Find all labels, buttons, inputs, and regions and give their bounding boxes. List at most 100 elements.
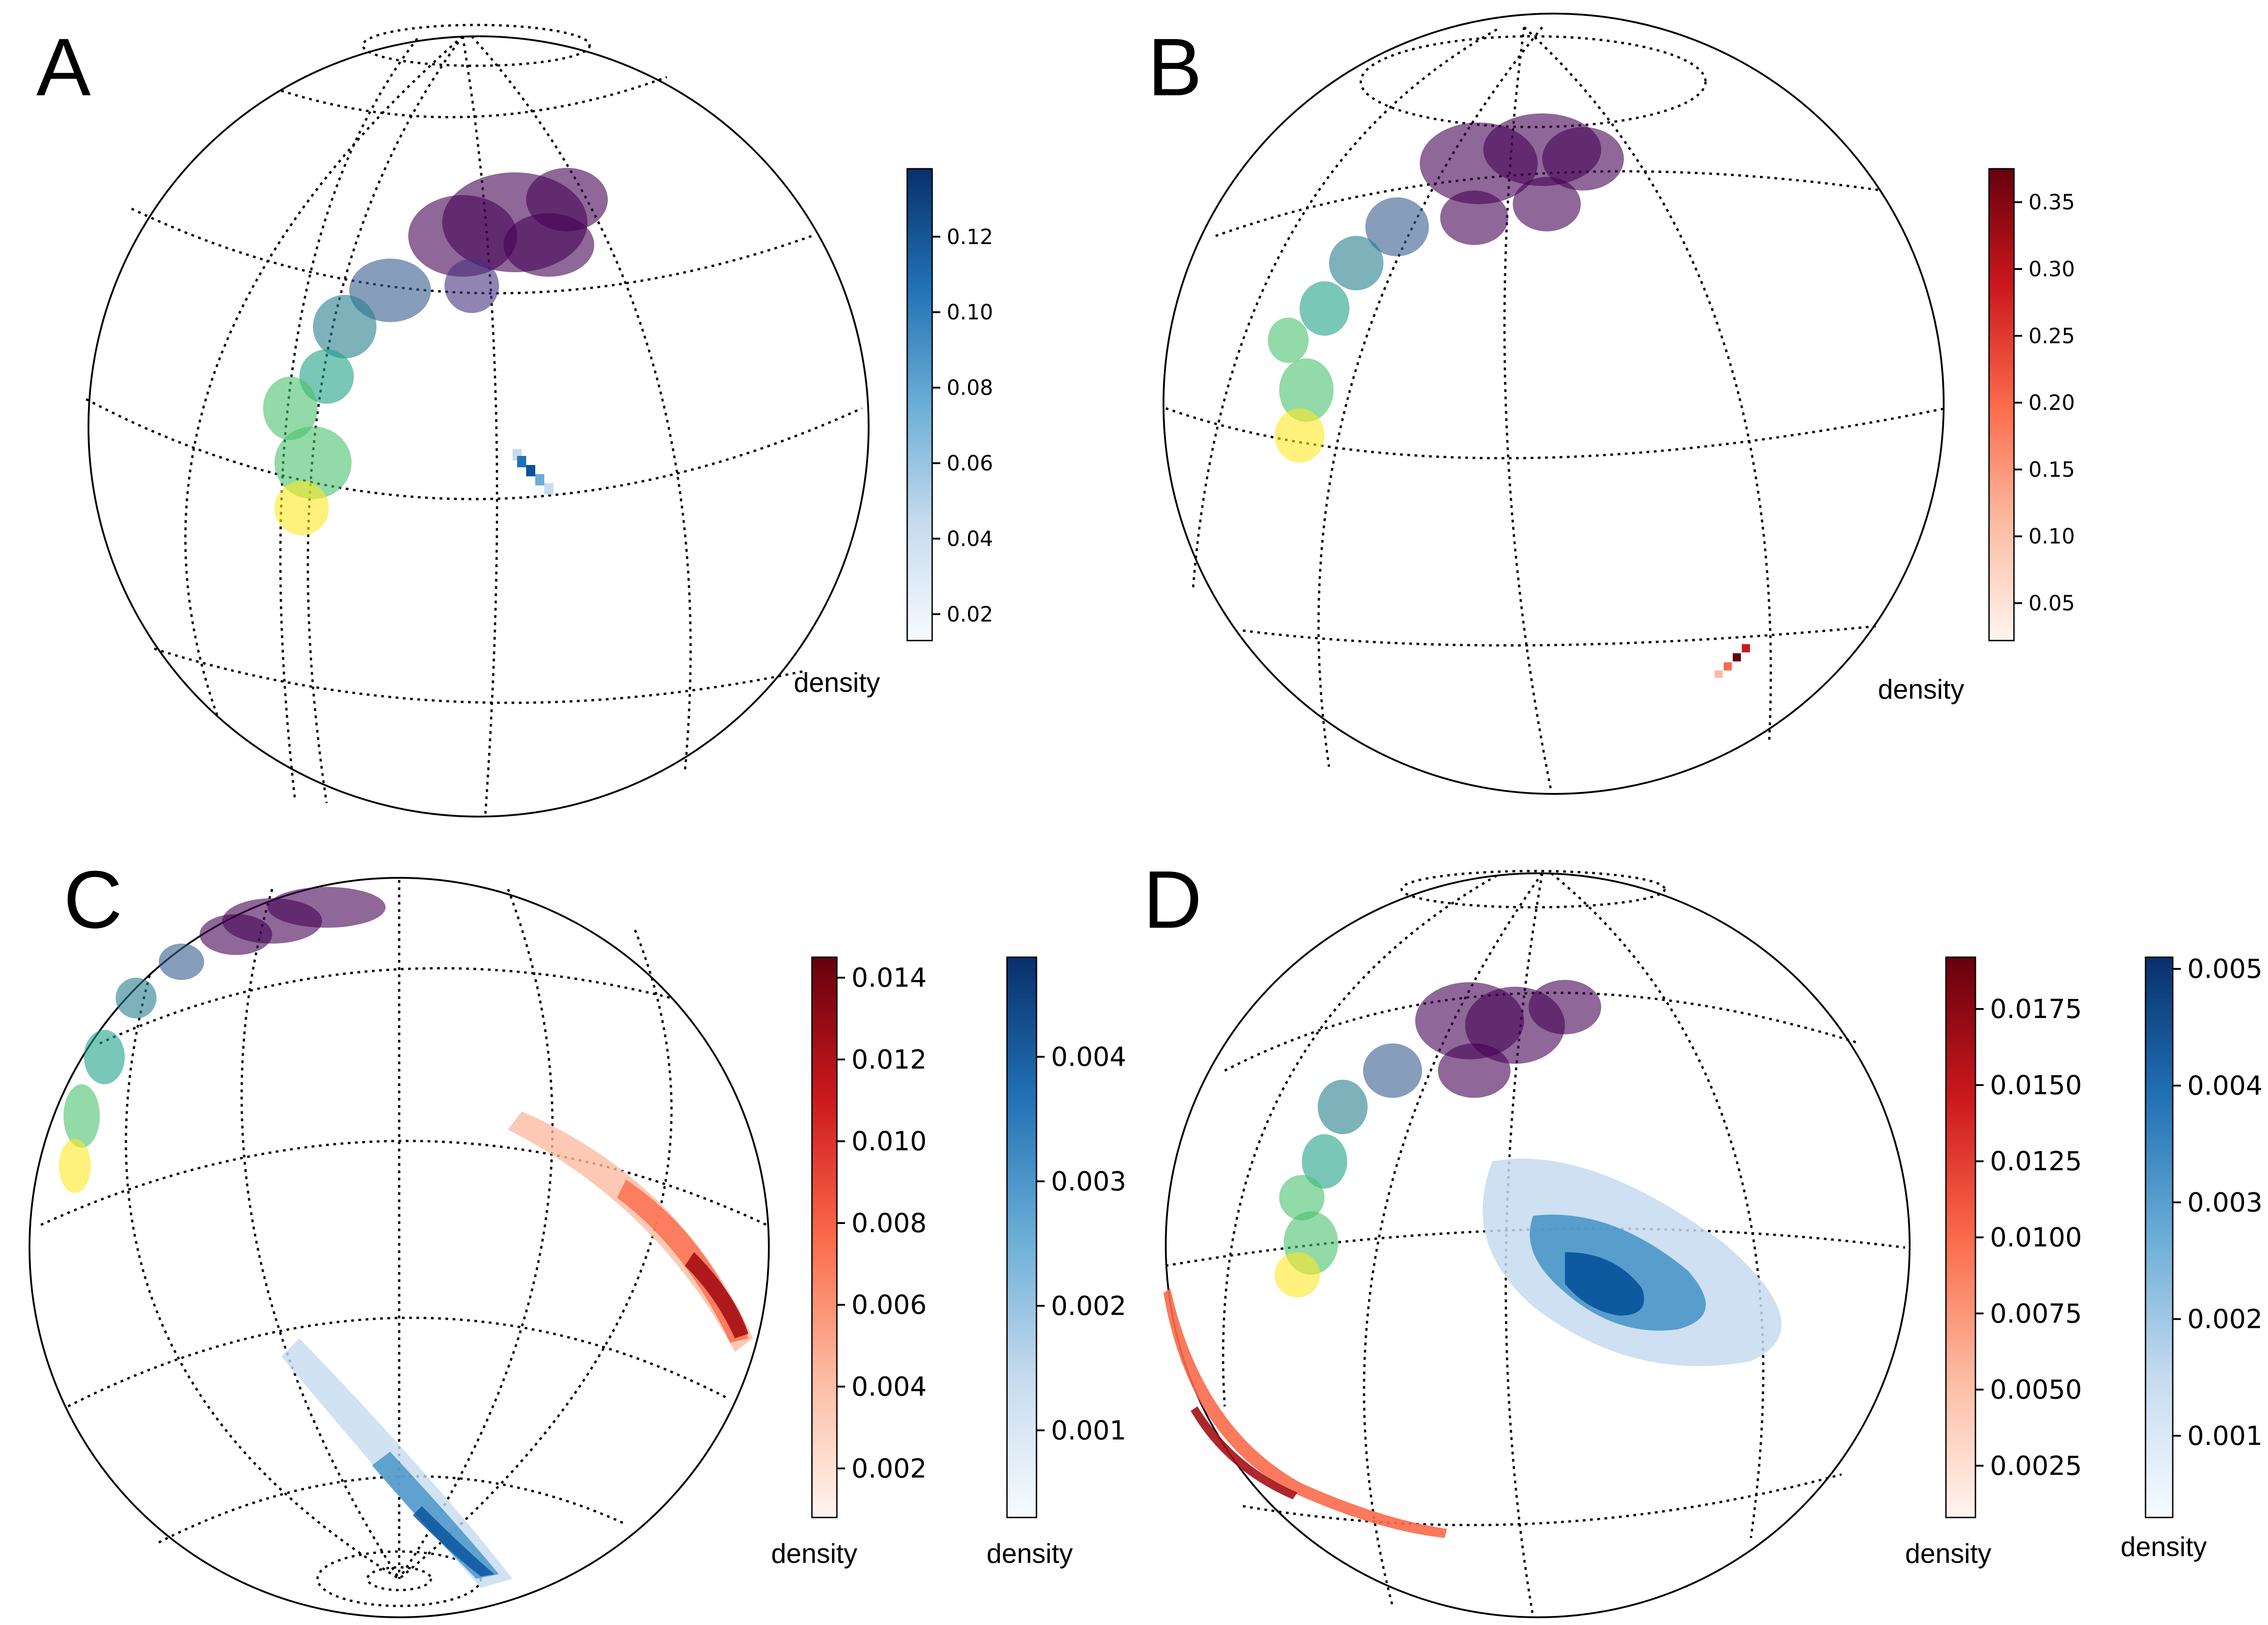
colorbar-a-tick-label: 0.04 — [947, 526, 993, 551]
panel-c-trajectory — [59, 887, 386, 1193]
colorbar-a-tick-label: 0.08 — [947, 376, 993, 400]
panel-b-letter: B — [1148, 22, 1202, 113]
colorbar-b-tick-label: 0.05 — [2028, 591, 2075, 616]
colorbar-c-red-tick-label: 0.008 — [851, 1208, 927, 1238]
colorbar-b-tick-label: 0.35 — [2028, 190, 2075, 215]
trajectory-node — [116, 978, 156, 1018]
colorbar-a-title: density — [794, 667, 880, 698]
trajectory-node — [59, 1139, 91, 1193]
heatmap-cell — [535, 474, 544, 485]
heatmap-cell — [526, 465, 535, 476]
colorbar-d-blue-gradient — [2145, 956, 2174, 1518]
heatmap-cell — [1724, 662, 1732, 671]
trajectory-node — [274, 426, 352, 499]
colorbar-d-red-tick-label: 0.0025 — [1990, 1450, 2082, 1481]
panel-a-letter: A — [36, 22, 91, 113]
trajectory-node — [1300, 281, 1349, 336]
colorbar-d-red-tick-label: 0.0150 — [1990, 1070, 2082, 1101]
heatmap-cell — [1742, 644, 1750, 652]
colorbar-a-tick-label: 0.06 — [947, 451, 993, 475]
heatmap-band — [685, 1252, 748, 1338]
trajectory-node — [1365, 197, 1429, 256]
colorbar-c-blue-tick-label: 0.002 — [1051, 1290, 1126, 1321]
panel-c-colorbar-blue: 0.001 0.002 0.003 0.004 density — [987, 956, 1126, 1569]
colorbar-c-blue-title: density — [987, 1538, 1073, 1569]
colorbar-d-red-tick-label: 0.0075 — [1990, 1298, 2082, 1329]
colorbar-c-red-tick-label: 0.010 — [851, 1126, 927, 1157]
colorbar-a-tick-label: 0.10 — [947, 300, 993, 324]
colorbar-a-gradient — [906, 168, 933, 641]
colorbar-d-red-title: density — [1905, 1538, 1991, 1569]
panel-c: C — [29, 854, 1126, 1618]
colorbar-a-tick-label: 0.12 — [947, 225, 993, 249]
colorbar-d-red-tick-label: 0.0050 — [1990, 1374, 2082, 1405]
panel-d: D — [1143, 854, 2263, 1618]
heatmap-band — [508, 1111, 753, 1352]
heatmap-cell — [517, 456, 526, 467]
panel-b-trajectory — [1268, 113, 1624, 463]
panel-d-heatmap-blue — [1482, 1158, 1782, 1366]
panel-c-colorbar-red: 0.002 0.004 0.006 0.008 0.010 0.012 0.014 dens… — [771, 956, 927, 1569]
trajectory-node — [200, 914, 272, 955]
panel-b-colorbar: 0.05 0.10 0.15 0.20 0.25 0.30 0.35 density — [1878, 168, 2075, 705]
colorbar-c-blue-tick-label: 0.004 — [1051, 1042, 1126, 1072]
colorbar-c-blue-tick-label: 0.001 — [1051, 1415, 1126, 1446]
trajectory-node — [1302, 1134, 1347, 1189]
colorbar-d-blue-title: density — [2121, 1532, 2207, 1562]
colorbar-c-red-title: density — [771, 1538, 857, 1569]
colorbar-d-blue-tick-label: 0.005 — [2187, 954, 2263, 984]
trajectory-node — [1513, 177, 1581, 231]
trajectory-node — [349, 259, 431, 322]
panel-d-trajectory — [1275, 980, 1601, 1297]
panel-a-heatmap — [513, 449, 553, 494]
colorbar-b-tick-label: 0.20 — [2028, 391, 2075, 415]
colorbar-d-red-tick-label: 0.0100 — [1990, 1222, 2082, 1253]
colorbar-c-red-tick-label: 0.006 — [851, 1289, 927, 1320]
colorbar-d-red-tick-label: 0.0125 — [1990, 1146, 2082, 1177]
colorbar-c-red-gradient — [811, 956, 838, 1518]
panel-c-letter: C — [64, 854, 122, 945]
colorbar-c-red-tick-label: 0.004 — [851, 1371, 927, 1402]
trajectory-node — [84, 1030, 125, 1084]
colorbar-b-tick-label: 0.15 — [2028, 457, 2075, 482]
panel-c-heatmap-blue — [281, 1338, 513, 1588]
heatmap-cell — [544, 483, 553, 494]
panel-c-heatmap-red — [508, 1111, 753, 1352]
panel-a-colorbar: 0.02 0.04 0.06 0.08 0.10 0.12 density — [794, 168, 993, 698]
panel-b-heatmap — [1715, 644, 1750, 678]
trajectory-node — [1363, 1043, 1422, 1098]
trajectory-node — [526, 168, 608, 231]
trajectory-node — [299, 349, 354, 404]
heatmap-cell — [1715, 671, 1723, 678]
colorbar-d-red-tick-label: 0.0175 — [1990, 994, 2082, 1024]
colorbar-b-gradient — [1988, 168, 2015, 641]
colorbar-d-blue-tick-label: 0.002 — [2187, 1304, 2263, 1335]
colorbar-b-tick-label: 0.25 — [2028, 323, 2075, 348]
panel-b: B — [1148, 13, 2075, 795]
trajectory-node — [1329, 236, 1383, 290]
panel-d-letter: D — [1143, 854, 1202, 945]
colorbar-d-blue-tick-label: 0.003 — [2187, 1187, 2263, 1218]
colorbar-c-blue-gradient — [1006, 956, 1037, 1518]
trajectory-node — [159, 944, 204, 980]
panel-d-heatmap-red — [1163, 1288, 1447, 1538]
trajectory-node — [1275, 1252, 1320, 1297]
trajectory-node — [1318, 1080, 1368, 1134]
panel-d-colorbar-red: 0.0025 0.0050 0.0075 0.0100 0.0125 0.0150 0.01… — [1905, 956, 2082, 1569]
panel-a-trajectory — [263, 168, 608, 535]
heatmap-cell — [1733, 653, 1741, 661]
heatmap-band — [413, 1506, 494, 1576]
heatmap-band — [372, 1452, 499, 1579]
trajectory-node — [1279, 1175, 1325, 1220]
trajectory-node — [64, 1084, 100, 1148]
trajectory-node — [1440, 191, 1508, 245]
colorbar-b-tick-label: 0.10 — [2028, 524, 2075, 548]
colorbar-d-blue-tick-label: 0.004 — [2187, 1070, 2263, 1101]
panel-a: A — [36, 22, 993, 817]
colorbar-d-blue-tick-label: 0.001 — [2187, 1420, 2263, 1451]
heatmap-band — [1163, 1288, 1447, 1538]
heatmap-band — [1191, 1406, 1297, 1499]
colorbar-d-red-gradient — [1945, 956, 1976, 1518]
trajectory-node — [408, 195, 517, 277]
